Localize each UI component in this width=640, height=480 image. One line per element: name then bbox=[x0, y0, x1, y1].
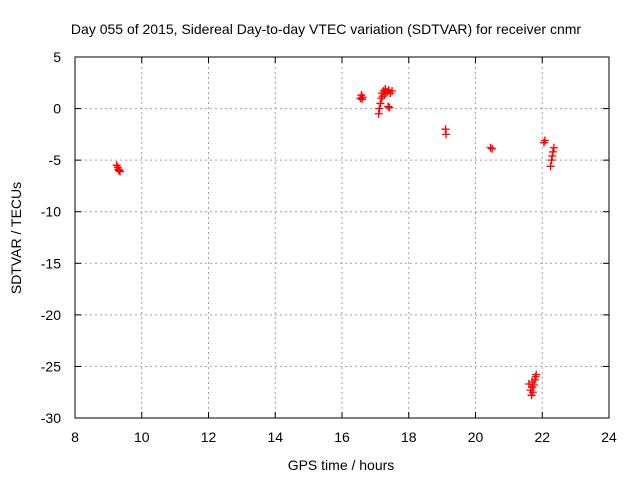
x-tick-label: 12 bbox=[201, 429, 217, 445]
x-tick-label: 24 bbox=[601, 429, 617, 445]
x-tick-label: 14 bbox=[267, 429, 283, 445]
chart-title: Day 055 of 2015, Sidereal Day-to-day VTE… bbox=[71, 21, 581, 37]
data-point bbox=[548, 152, 557, 161]
y-tick-label: -25 bbox=[41, 358, 61, 374]
x-tick-label: 18 bbox=[401, 429, 417, 445]
y-tick-label: -30 bbox=[41, 410, 61, 426]
data-points bbox=[112, 84, 558, 400]
data-point bbox=[528, 388, 537, 397]
x-tick-label: 16 bbox=[334, 429, 350, 445]
data-point bbox=[548, 147, 557, 156]
y-tick-label: 0 bbox=[53, 101, 61, 117]
y-axis-label: SDTVAR / TECUs bbox=[8, 182, 24, 294]
data-point bbox=[546, 162, 555, 171]
x-tick-label: 8 bbox=[71, 429, 79, 445]
y-tick-label: -20 bbox=[41, 307, 61, 323]
y-tick-label: -10 bbox=[41, 204, 61, 220]
data-point bbox=[540, 136, 549, 145]
x-tick-label: 20 bbox=[468, 429, 484, 445]
data-point bbox=[549, 143, 558, 152]
data-point bbox=[539, 138, 548, 147]
data-point bbox=[486, 143, 495, 152]
data-point bbox=[374, 109, 383, 118]
data-point bbox=[532, 370, 541, 379]
x-tick-labels: 8 10 12 14 16 18 20 22 24 bbox=[71, 429, 617, 445]
x-tick-label: 22 bbox=[534, 429, 550, 445]
x-tick-label: 10 bbox=[134, 429, 150, 445]
y-tick-label: -5 bbox=[49, 152, 62, 168]
data-point bbox=[114, 165, 123, 174]
data-point bbox=[547, 156, 556, 165]
x-axis-label: GPS time / hours bbox=[288, 457, 395, 473]
data-point bbox=[442, 130, 451, 139]
data-point bbox=[358, 95, 367, 104]
data-point bbox=[441, 125, 450, 134]
data-point bbox=[385, 103, 394, 112]
axis-ticks bbox=[74, 56, 610, 419]
data-point bbox=[528, 377, 537, 386]
y-tick-labels: -30 -25 -20 -15 -10 -5 0 5 bbox=[41, 49, 61, 426]
data-point bbox=[488, 144, 497, 153]
y-tick-label: 5 bbox=[53, 49, 61, 65]
data-point bbox=[375, 104, 384, 113]
data-point bbox=[384, 102, 393, 111]
data-point bbox=[380, 90, 389, 99]
grid bbox=[75, 57, 609, 418]
y-tick-label: -15 bbox=[41, 255, 61, 271]
data-point bbox=[388, 87, 397, 96]
data-point bbox=[376, 99, 385, 108]
data-point bbox=[358, 93, 367, 102]
data-point bbox=[116, 167, 125, 176]
data-point bbox=[115, 166, 124, 175]
